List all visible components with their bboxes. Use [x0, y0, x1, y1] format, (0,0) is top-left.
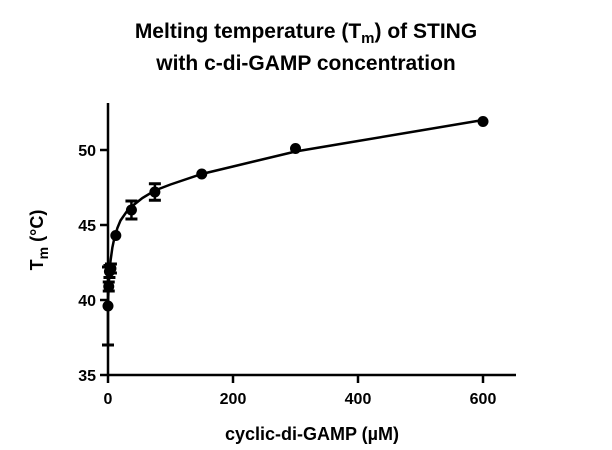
x-tick-label: 200 — [220, 391, 247, 408]
y-label-post: (°C) — [27, 210, 47, 247]
data-points — [102, 116, 489, 312]
title-pre: Melting temperature (T — [135, 20, 362, 43]
y-ticks: 35 40 45 50 — [78, 143, 108, 385]
title-post: ) of STING — [375, 20, 478, 43]
x-ticks: 0 200 400 600 — [104, 375, 497, 408]
chart-title-line-2: with c-di-GAMP concentration — [155, 52, 455, 75]
y-tick-label: 50 — [78, 143, 96, 160]
data-point — [196, 168, 208, 180]
x-tick-label: 600 — [470, 391, 497, 408]
data-point — [149, 186, 161, 198]
y-label-subscript: m — [35, 247, 51, 259]
data-point — [103, 281, 115, 292]
x-axis-label: cyclic-di-GAMP (µM) — [225, 424, 399, 444]
data-point — [477, 116, 489, 127]
data-point — [110, 230, 122, 241]
y-label-main: T — [27, 259, 47, 270]
data-point — [105, 263, 117, 274]
x-tick-label: 400 — [345, 391, 372, 408]
title-subscript: m — [361, 30, 374, 47]
axes — [106, 103, 516, 377]
y-tick-label: 40 — [78, 293, 96, 310]
y-axis-label: Tm (°C) — [27, 210, 51, 271]
chart-title-line-1: Melting temperature (Tm) of STING — [135, 20, 477, 47]
x-tick-label: 0 — [104, 391, 113, 408]
data-point — [125, 204, 137, 216]
y-tick-label: 35 — [78, 368, 96, 385]
y-tick-label: 45 — [78, 218, 96, 235]
data-point — [290, 143, 301, 154]
data-point — [102, 300, 114, 312]
